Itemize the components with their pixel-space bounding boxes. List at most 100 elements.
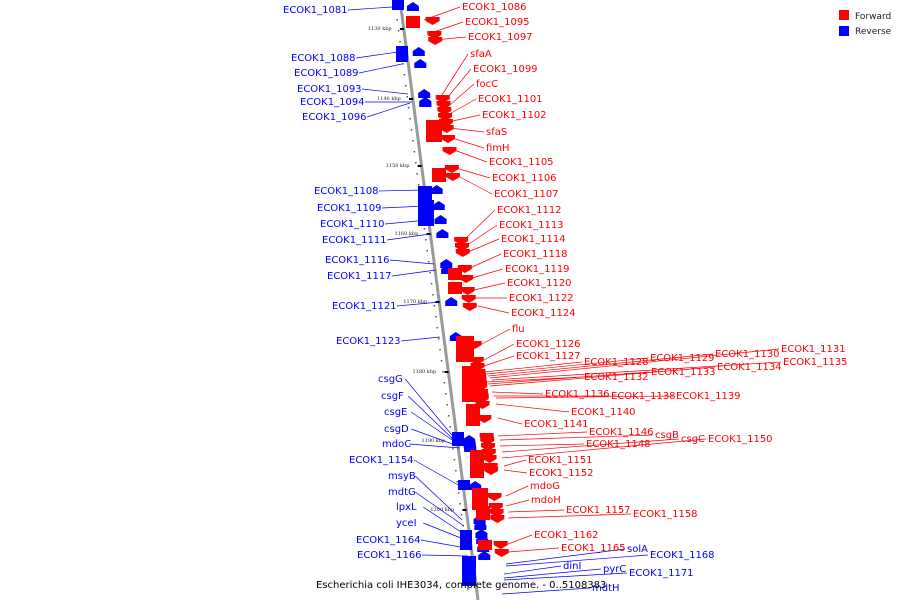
reverse-gene-label[interactable]: yceI [396, 518, 417, 529]
reverse-gene-arrow[interactable] [434, 215, 447, 224]
reverse-gene-block[interactable] [392, 0, 404, 10]
forward-gene-arrow[interactable] [455, 249, 470, 257]
forward-gene-label[interactable]: csgB [655, 430, 679, 441]
reverse-gene-label[interactable]: ECOK1_1081 [283, 5, 348, 16]
forward-gene-label[interactable]: ECOK1_1099 [473, 64, 538, 75]
forward-gene-label[interactable]: mdoH [531, 495, 561, 506]
forward-gene-label[interactable]: ECOK1_1105 [489, 157, 554, 168]
reverse-gene-block[interactable] [462, 556, 476, 586]
forward-gene-label[interactable]: ECOK1_1132 [584, 372, 649, 383]
forward-gene-label[interactable]: ECOK1_1157 [566, 505, 631, 516]
forward-gene-arrow[interactable] [442, 147, 457, 155]
forward-gene-label[interactable]: ECOK1_1133 [651, 367, 716, 378]
reverse-gene-arrow[interactable] [430, 185, 443, 194]
reverse-gene-block[interactable] [418, 186, 432, 200]
forward-gene-label[interactable]: ECOK1_1114 [501, 234, 566, 245]
forward-gene-arrow[interactable] [459, 275, 474, 283]
forward-gene-arrow[interactable] [461, 295, 476, 303]
reverse-gene-label[interactable]: ECOK1_1166 [357, 550, 422, 561]
forward-gene-label[interactable]: ECOK1_1136 [545, 389, 610, 400]
forward-gene-label[interactable]: flu [512, 324, 525, 335]
forward-gene-label[interactable]: ECOK1_1128 [584, 357, 649, 368]
forward-gene-label[interactable]: ECOK1_1152 [529, 468, 594, 479]
forward-gene-label[interactable]: ECOK1_1151 [528, 455, 593, 466]
forward-gene-label[interactable]: ECOK1_1162 [534, 530, 599, 541]
reverse-gene-arrow[interactable] [445, 297, 458, 306]
reverse-gene-label[interactable]: ECOK1_1110 [320, 219, 385, 230]
forward-gene-label[interactable]: ECOK1_1102 [482, 110, 547, 121]
forward-gene-arrow[interactable] [494, 549, 509, 557]
forward-gene-arrow[interactable] [487, 493, 502, 501]
forward-gene-arrow[interactable] [490, 515, 505, 523]
reverse-gene-label[interactable]: ECOK1_1093 [297, 84, 362, 95]
reverse-gene-label[interactable]: csgF [381, 391, 404, 402]
reverse-gene-arrow[interactable] [475, 529, 488, 538]
forward-gene-block[interactable] [448, 282, 462, 294]
reverse-gene-label[interactable]: ECOK1_1116 [325, 255, 390, 266]
forward-gene-label[interactable]: ECOK1_1112 [497, 205, 562, 216]
reverse-gene-label[interactable]: msyB [388, 471, 416, 482]
reverse-gene-arrow[interactable] [474, 521, 487, 530]
forward-gene-arrow[interactable] [440, 135, 455, 143]
forward-gene-label[interactable]: ECOK1_1139 [676, 391, 741, 402]
forward-gene-label[interactable]: ECOK1_1113 [499, 220, 564, 231]
forward-gene-label[interactable]: ECOK1_1148 [586, 439, 651, 450]
reverse-gene-label[interactable]: mdtG [388, 487, 416, 498]
reverse-gene-label[interactable]: ECOK1_1094 [300, 97, 365, 108]
forward-gene-label[interactable]: ECOK1_1131 [781, 344, 846, 355]
reverse-gene-label-right[interactable]: mdtH [592, 583, 620, 594]
reverse-gene-label[interactable]: ECOK1_1117 [327, 271, 392, 282]
forward-gene-label[interactable]: ECOK1_1086 [462, 2, 527, 13]
reverse-gene-label[interactable]: ECOK1_1111 [322, 235, 387, 246]
reverse-gene-arrow[interactable] [469, 481, 482, 490]
forward-gene-label[interactable]: ECOK1_1158 [633, 509, 698, 520]
forward-gene-block[interactable] [466, 404, 480, 426]
forward-gene-label[interactable]: ECOK1_1118 [503, 249, 568, 260]
forward-gene-label[interactable]: ECOK1_1097 [468, 32, 533, 43]
forward-gene-label[interactable]: mdoG [530, 481, 560, 492]
forward-gene-arrow[interactable] [477, 415, 492, 423]
forward-gene-arrow[interactable] [439, 125, 454, 133]
reverse-gene-label-right[interactable]: dinI [563, 561, 581, 572]
reverse-gene-label-right[interactable]: pyrC [603, 564, 626, 575]
reverse-gene-arrow[interactable] [440, 259, 453, 268]
reverse-gene-label[interactable]: lpxL [396, 502, 417, 513]
reverse-gene-block[interactable] [396, 46, 408, 62]
forward-gene-label[interactable]: ECOK1_1107 [494, 189, 559, 200]
reverse-gene-label[interactable]: ECOK1_1088 [291, 53, 356, 64]
forward-gene-arrow[interactable] [493, 541, 508, 549]
forward-gene-arrow[interactable] [425, 17, 440, 25]
forward-gene-block[interactable] [406, 16, 420, 28]
reverse-gene-label[interactable]: ECOK1_1109 [317, 203, 382, 214]
reverse-gene-label[interactable]: csgD [384, 424, 409, 435]
forward-gene-block[interactable] [426, 120, 442, 142]
reverse-gene-arrow[interactable] [412, 47, 425, 56]
reverse-gene-arrow[interactable] [464, 443, 477, 452]
forward-gene-label[interactable]: ECOK1_1101 [478, 94, 543, 105]
forward-gene-block[interactable] [476, 506, 490, 520]
forward-gene-block[interactable] [462, 366, 478, 402]
reverse-gene-block[interactable] [452, 432, 464, 446]
forward-gene-label[interactable]: csgC [681, 434, 705, 445]
forward-gene-arrow[interactable] [482, 455, 497, 463]
reverse-gene-arrow[interactable] [406, 2, 419, 11]
forward-gene-label[interactable]: ECOK1_1130 [715, 349, 780, 360]
reverse-gene-label-right[interactable]: ECOK1_1171 [629, 568, 694, 579]
forward-gene-arrow[interactable] [428, 37, 443, 45]
reverse-gene-arrow[interactable] [414, 59, 427, 68]
forward-gene-label[interactable]: focC [476, 79, 498, 90]
forward-gene-label[interactable]: ECOK1_1129 [650, 353, 715, 364]
forward-gene-block[interactable] [472, 488, 488, 510]
forward-gene-arrow[interactable] [460, 287, 475, 295]
reverse-gene-label[interactable]: csgG [378, 374, 403, 385]
forward-gene-label[interactable]: ECOK1_1120 [507, 278, 572, 289]
forward-gene-arrow[interactable] [484, 467, 499, 475]
forward-gene-block[interactable] [448, 268, 462, 280]
forward-gene-label[interactable]: ECOK1_1122 [509, 293, 574, 304]
forward-gene-label[interactable]: ECOK1_1124 [511, 308, 576, 319]
forward-gene-block[interactable] [470, 450, 484, 478]
forward-gene-label[interactable]: ECOK1_1134 [717, 362, 782, 373]
forward-gene-label[interactable]: sfaA [470, 49, 492, 60]
reverse-gene-label[interactable]: ECOK1_1121 [332, 301, 397, 312]
forward-gene-label[interactable]: ECOK1_1126 [516, 339, 581, 350]
